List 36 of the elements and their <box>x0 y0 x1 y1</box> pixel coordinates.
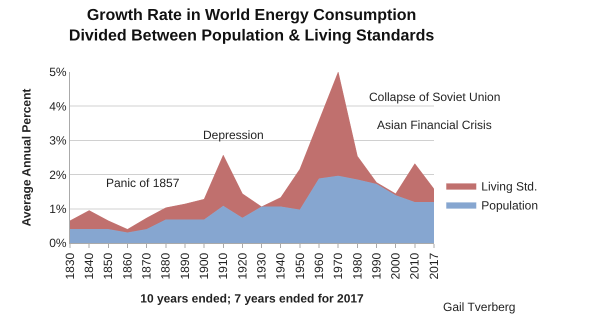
x-tick-label: 1950 <box>292 252 307 280</box>
x-tick-label: 1930 <box>254 252 268 280</box>
x-tick-label: 1920 <box>235 252 250 280</box>
x-tick-label: 1890 <box>178 252 192 280</box>
annotation: Collapse of Soviet Union <box>369 90 500 104</box>
y-tick-label: 4% <box>49 99 67 114</box>
text: Gail Tverberg <box>443 300 516 314</box>
y-tick-label: 2% <box>49 168 67 182</box>
annotation: Panic of 1857 <box>106 176 180 190</box>
x-tick-label: 1970 <box>331 252 346 280</box>
x-tick-label: 1910 <box>216 252 230 280</box>
x-tick-label: 1880 <box>158 252 173 280</box>
x-axis-title: 10 years ended; 7 years ended for 2017 <box>140 291 364 306</box>
x-tick-label: 1870 <box>140 252 154 280</box>
y-tick-label: 0% <box>49 236 67 250</box>
x-tick-label: 2010 <box>408 252 422 280</box>
x-tick-label: 1830 <box>62 252 77 280</box>
x-tick-label: 1980 <box>350 252 364 280</box>
annotation: Asian Financial Crisis <box>377 118 492 132</box>
x-tick-label: 1990 <box>369 252 384 280</box>
legend-label: Living Std. <box>481 179 538 194</box>
x-tick-label: 2000 <box>388 252 403 280</box>
y-tick-label: 5% <box>49 65 67 80</box>
x-tick-label: 1960 <box>312 252 326 280</box>
x-tick-label: 1850 <box>101 252 116 280</box>
x-tick-label: 2017 <box>426 252 441 280</box>
chart-title: Growth Rate in World Energy Consumption Divided Between Population & Living Standards <box>68 6 434 45</box>
annotation: Depression <box>203 128 264 142</box>
y-tick-label: 1% <box>49 202 67 216</box>
x-tick-label: 1940 <box>274 252 288 280</box>
legend-label: Population <box>481 198 538 212</box>
x-tick-label: 1840 <box>82 252 96 280</box>
x-tick-label: 1860 <box>120 252 134 280</box>
x-tick-label: 1900 <box>197 252 212 280</box>
y-tick-label: 3% <box>49 134 67 148</box>
y-axis-title: Average Annual Percent <box>20 88 34 226</box>
